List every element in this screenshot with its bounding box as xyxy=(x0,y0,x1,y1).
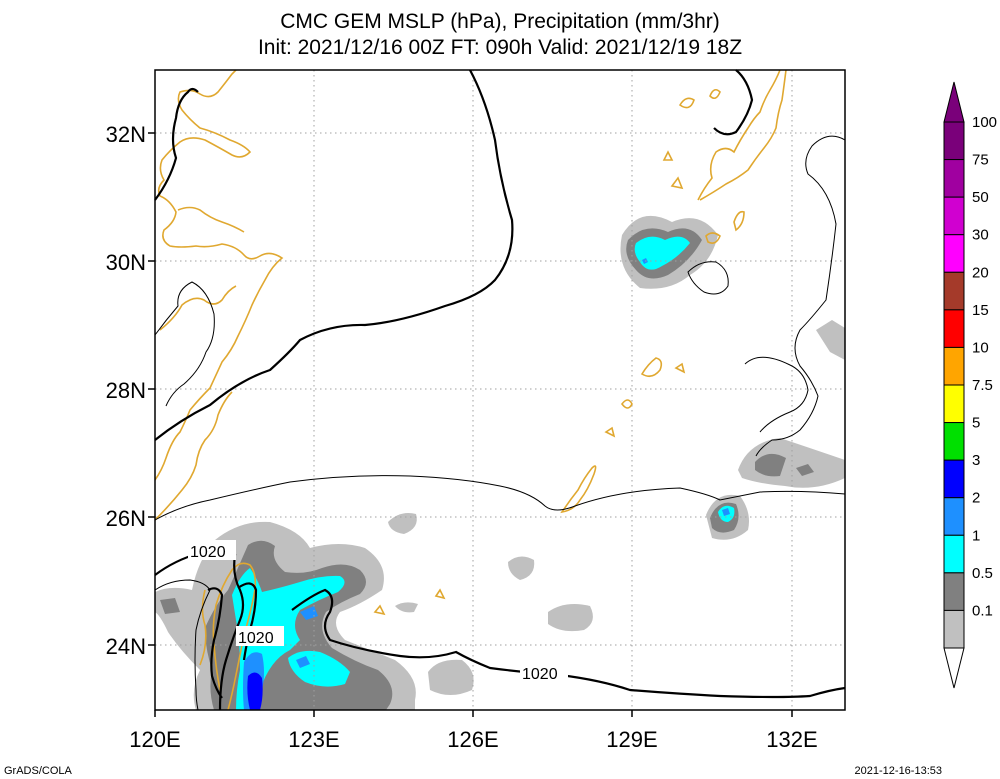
precip-area-medium xyxy=(160,598,180,614)
colorbar-swatch xyxy=(943,234,965,273)
colorbar-label: 3 xyxy=(972,452,980,469)
colorbar-swatch xyxy=(943,309,965,348)
colorbar-swatch xyxy=(943,422,965,461)
isobar-label-bg xyxy=(188,540,236,560)
colorbar-label: 2 xyxy=(972,490,980,507)
isobar-label: 1020 xyxy=(190,544,226,561)
lat-label-30n: 30N xyxy=(106,250,146,275)
isobar-label-bg xyxy=(236,626,284,646)
precip-area-medium xyxy=(755,453,786,477)
colorbar-label: 15 xyxy=(972,302,989,319)
isobar-label: 1020 xyxy=(238,630,274,647)
colorbar-label: 50 xyxy=(972,189,989,206)
map-title: CMC GEM MSLP (hPa), Precipitation (mm/3h… xyxy=(280,10,720,33)
colorbar-label: 7.5 xyxy=(972,377,993,394)
colorbar-swatch xyxy=(943,384,965,424)
colorbar-swatch xyxy=(943,121,965,161)
colorbar-arrow-top xyxy=(943,81,965,123)
lat-label-32n: 32N xyxy=(106,122,146,147)
precip-area-light xyxy=(508,556,535,580)
axis-ticks xyxy=(148,132,793,717)
lat-label-26n: 26N xyxy=(106,506,146,531)
colorbar-swatch xyxy=(943,497,965,536)
precipitation-field xyxy=(155,215,845,710)
lat-label-24n: 24N xyxy=(106,634,146,659)
isobar-label-bg xyxy=(520,662,568,682)
precip-area-light xyxy=(548,604,593,632)
colorbar-swatch xyxy=(943,196,965,236)
precip-area-2mm xyxy=(722,508,730,516)
colorbar-label: 10 xyxy=(972,339,989,356)
plot-frame xyxy=(154,69,846,711)
colorbar-label: 75 xyxy=(972,152,989,169)
lon-label-129e: 129E xyxy=(606,727,657,752)
precip-area-1mm xyxy=(634,236,690,270)
lon-label-123e: 123E xyxy=(288,727,339,752)
colorbar-label: 100 xyxy=(972,114,997,131)
lat-label-28n: 28N xyxy=(106,378,146,403)
colorbar: 100 75 50 30 20 15 10 7.5 5 3 2 1 0.5 0.1 xyxy=(943,81,997,689)
colorbar-label: 5 xyxy=(972,415,980,432)
precip-area-light xyxy=(738,438,845,488)
map-subtitle: Init: 2021/12/16 00Z FT: 090h Valid: 202… xyxy=(257,36,743,59)
colorbar-swatch xyxy=(943,572,965,611)
colorbar-label: 0.5 xyxy=(972,565,993,582)
colorbar-label: 0.1 xyxy=(972,602,993,619)
colorbar-swatch xyxy=(943,609,965,649)
colorbar-label: 20 xyxy=(972,264,989,281)
colorbar-swatch xyxy=(943,346,965,386)
colorbar-swatch xyxy=(943,534,965,574)
colorbar-swatch xyxy=(943,159,965,198)
lon-label-132e: 132E xyxy=(766,727,817,752)
colorbar-swatch xyxy=(943,459,965,499)
precip-area-medium xyxy=(796,464,814,476)
footer-credit: GrADS/COLA xyxy=(4,765,72,777)
precip-area-light xyxy=(395,602,418,613)
colorbar-arrow-bottom xyxy=(943,647,965,689)
precip-area-light xyxy=(428,659,474,695)
precip-area-3mm xyxy=(247,672,263,710)
precip-area-light xyxy=(388,513,417,534)
colorbar-swatch xyxy=(943,271,965,311)
lon-label-120e: 120E xyxy=(129,727,180,752)
coastline xyxy=(154,69,787,711)
footer-timestamp: 2021-12-16-13:53 xyxy=(854,765,942,777)
colorbar-label: 1 xyxy=(972,527,980,544)
isobar-label: 1020 xyxy=(522,666,558,683)
precip-area-2mm xyxy=(296,656,310,668)
precip-area-light xyxy=(816,320,845,360)
colorbar-label: 30 xyxy=(972,227,989,244)
lon-label-126e: 126E xyxy=(447,727,498,752)
